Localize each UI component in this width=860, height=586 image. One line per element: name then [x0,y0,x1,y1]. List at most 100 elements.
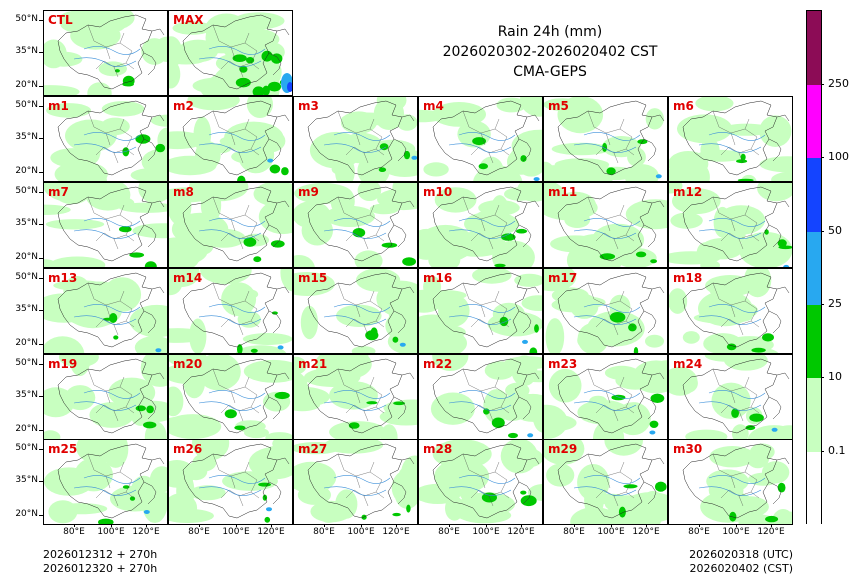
precip-map [44,272,167,353]
colorbar-tick [821,377,824,378]
x-axis-label: 80°E [188,527,210,537]
y-axis-tick [39,278,43,279]
y-axis-tick [39,364,43,365]
panel-m27: m27 [293,439,418,525]
panel-label: m27 [298,442,328,456]
precip-map [430,355,542,439]
x-axis-tick [486,524,487,527]
title-line-1: Rain 24h (mm) [497,24,603,40]
panel-m1: m1 [43,96,168,182]
colorbar-tick [821,84,824,85]
precip-map [544,183,667,267]
panel-label: m1 [48,99,69,113]
precip-map [294,183,417,267]
colorbar-tick [821,304,824,305]
x-axis-label: 100°E [97,527,125,537]
panel-m19: m19 [43,354,168,440]
y-axis-tick [39,310,43,311]
x-axis-label: 100°E [472,527,500,537]
panel-label: m20 [173,357,203,371]
y-axis-label: 35°N [15,46,38,56]
precip-map [544,440,667,524]
panel-label: MAX [173,13,204,27]
x-axis-label: 120°E [507,527,535,537]
x-axis-tick [74,524,75,527]
panel-m10: m10 [418,182,543,268]
footer-left: 2026012312 + 270h 2026012320 + 270h [43,548,157,576]
panel-m22: m22 [418,354,543,440]
panel-m12: m12 [668,182,793,268]
panel-m23: m23 [543,354,668,440]
panel-m16: m16 [418,268,543,354]
precip-map [294,269,417,353]
x-axis-label: 100°E [222,527,250,537]
panel-label: m23 [548,357,578,371]
x-axis-tick [736,524,737,527]
panel-label: m10 [423,185,453,199]
y-axis-tick [39,52,43,53]
panel-label: CTL [48,13,73,27]
precip-map [169,440,292,523]
y-axis-tick [39,515,43,516]
colorbar-label: 25 [828,297,842,310]
panel-m7: m7 [43,182,168,268]
panel-m26: m26 [168,439,293,525]
x-axis-tick [271,524,272,527]
panel-label: m12 [673,185,703,199]
precip-map [44,183,167,267]
precip-map [44,355,167,439]
panel-m8: m8 [168,182,293,268]
y-axis-label: 35°N [15,132,38,142]
panel-m9: m9 [293,182,418,268]
panel-label: m25 [48,442,78,456]
panel-m28: m28 [418,439,543,525]
panel-m13: m13 [43,268,168,354]
init-time-utc: 2026012312 + 270h [43,548,158,561]
panel-max: MAX [168,10,293,96]
x-axis-label: 80°E [438,527,460,537]
y-axis-tick [39,192,43,193]
panel-m24: m24 [668,354,793,440]
panel-label: m7 [48,185,69,199]
x-axis-tick [361,524,362,527]
x-axis-label: 80°E [63,527,85,537]
panel-label: m9 [298,185,319,199]
panel-m4: m4 [418,96,543,182]
colorbar [806,10,822,525]
x-axis-label: 100°E [722,527,750,537]
colorbar-segment [807,11,821,85]
panel-label: m29 [548,442,578,456]
panel-m2: m2 [168,96,293,182]
panel-label: m4 [423,99,444,113]
y-axis-tick [39,344,43,345]
panel-m11: m11 [543,182,668,268]
valid-time-cst: 2026020402 (CST) [689,562,793,575]
title-line-2: 2026020302-2026020402 CST [442,44,658,60]
y-axis-tick [39,258,43,259]
colorbar-segment [807,452,821,525]
x-axis-tick [111,524,112,527]
panel-m6: m6 [668,96,793,182]
colorbar-label: 0.1 [828,444,846,457]
y-axis-tick [39,481,43,482]
panel-label: m26 [173,442,203,456]
precip-map [669,355,792,439]
x-axis-label: 80°E [688,527,710,537]
precip-map [46,100,167,181]
panel-label: m30 [673,442,703,456]
y-axis-label: 50°N [15,272,38,282]
y-axis-label: 20°N [15,252,38,262]
x-axis-tick [771,524,772,527]
y-axis-label: 50°N [15,358,38,368]
panel-ctl: CTL [43,10,168,96]
y-axis-tick [39,430,43,431]
panel-m20: m20 [168,354,293,440]
y-axis-tick [39,396,43,397]
panel-label: m5 [548,99,569,113]
y-axis-label: 35°N [15,218,38,228]
colorbar-segment [807,85,821,158]
panel-m25: m25 [43,439,168,525]
panel-label: m16 [423,271,453,285]
panel-m15: m15 [293,268,418,354]
panel-m5: m5 [543,96,668,182]
